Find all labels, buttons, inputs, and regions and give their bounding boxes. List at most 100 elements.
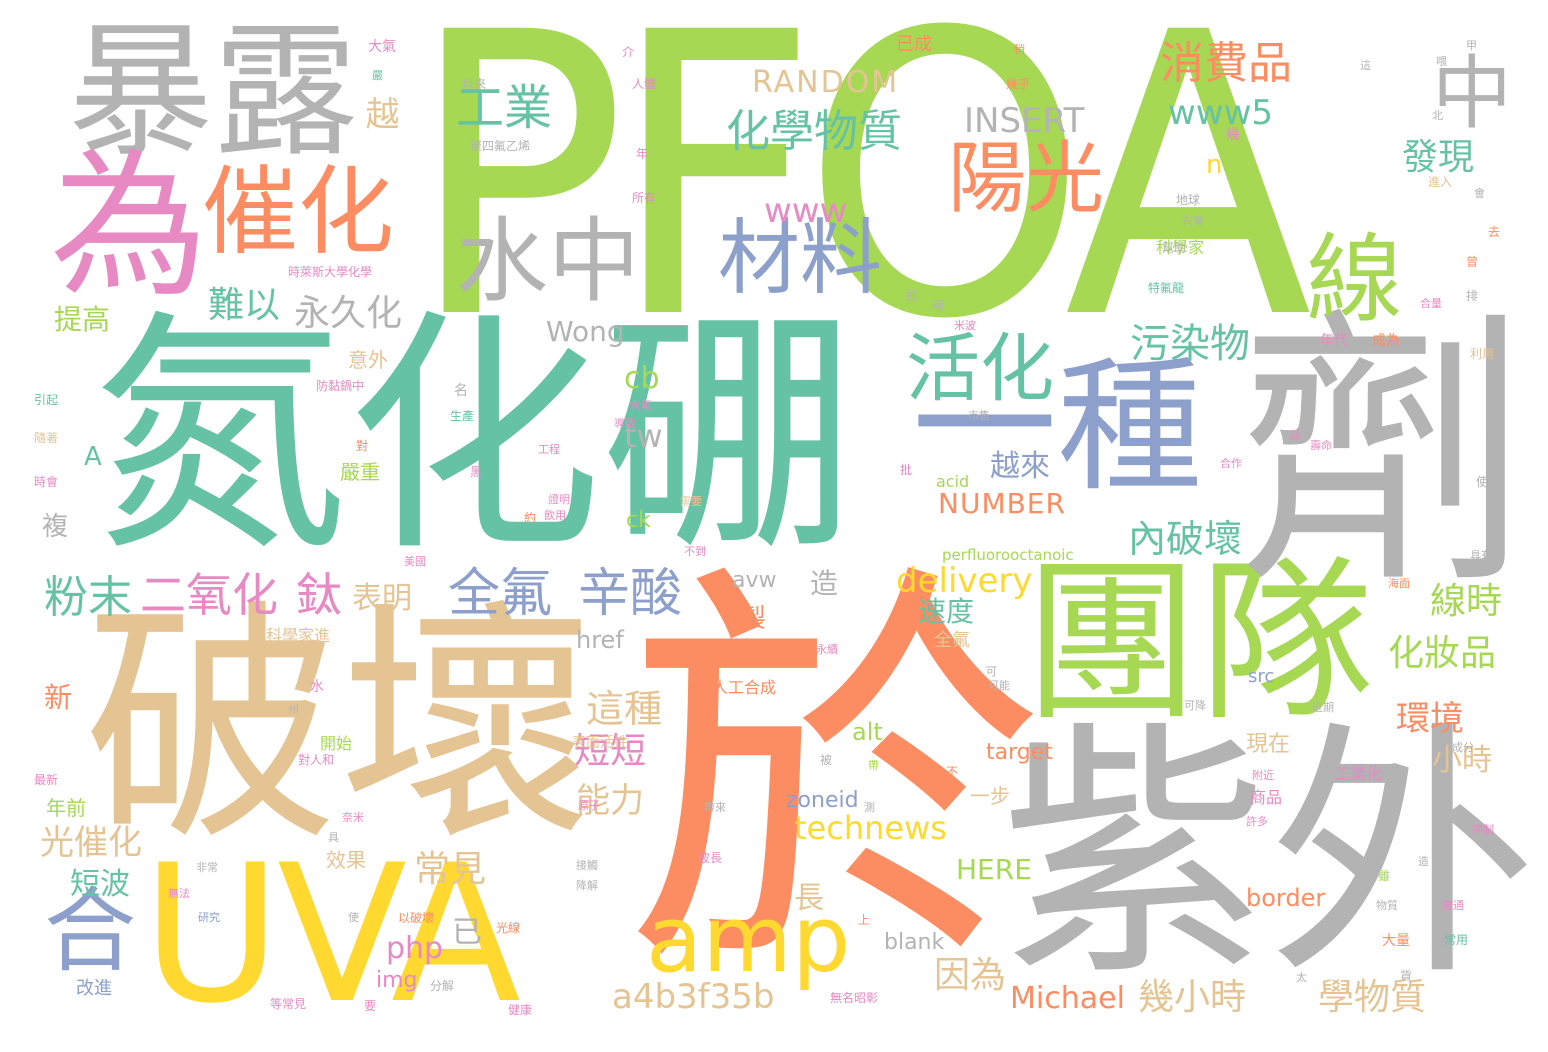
word-ren-ti: 人體 bbox=[632, 77, 657, 91]
word-technews: technews bbox=[794, 809, 947, 847]
word-insert: INSERT bbox=[964, 101, 1085, 141]
word-dao-zhi: 導致 bbox=[614, 417, 636, 430]
word-yi-cheng: 已成 bbox=[896, 34, 932, 55]
word-zao: 造 bbox=[810, 567, 839, 600]
word-hua-xue-wu-zhi: 化學物質 bbox=[726, 106, 902, 157]
word-zi-wai: 紫外 bbox=[1000, 700, 1536, 1012]
word-ren-gong-he-cheng: 人工合成 bbox=[712, 678, 777, 697]
word-quan-fu-small: 全氟 bbox=[934, 630, 970, 651]
word-www: www bbox=[764, 191, 848, 231]
word-pfoa: PFOA bbox=[408, 0, 1312, 404]
word-nian-qian: 年前 bbox=[46, 796, 86, 820]
word-ji-agent: 劑 bbox=[1238, 286, 1528, 623]
word-ke-neng: 可能 bbox=[988, 679, 1010, 692]
word-deng-chang-jian: 等常見 bbox=[270, 997, 307, 1011]
word-gong-cheng: 工程 bbox=[538, 443, 560, 456]
word-fei-chang: 非常 bbox=[196, 861, 218, 874]
word-www5: www5 bbox=[1168, 93, 1274, 133]
word-ke-xue-jia: 科學家 bbox=[1156, 238, 1205, 257]
word-fu: 複 bbox=[42, 512, 69, 542]
word-jie-chu: 接觸 bbox=[576, 859, 598, 872]
word-bang-zhu: 幫助 bbox=[1162, 241, 1187, 255]
word-zoneid: zoneid bbox=[786, 788, 859, 813]
word-cui-hua: 催化 bbox=[202, 156, 394, 268]
word-acid: acid bbox=[936, 472, 970, 491]
word-ke-xue-jia-jin: 科學家進 bbox=[266, 626, 331, 645]
word-yong-xu: 永續 bbox=[816, 643, 838, 656]
word-zhong: 中 bbox=[1432, 47, 1512, 140]
word-ju: 具 bbox=[328, 831, 339, 844]
word-uva: UVA bbox=[142, 824, 521, 1045]
word-yue: 越 bbox=[359, 96, 399, 130]
word-he-zuo: 合作 bbox=[1220, 457, 1242, 470]
word-yan-zhong: 嚴重 bbox=[340, 460, 380, 484]
word-xian-shi: 線時 bbox=[1430, 581, 1503, 622]
word-huo: 貨 bbox=[1400, 969, 1413, 983]
word-php: php bbox=[386, 931, 444, 966]
word-chang: 長 bbox=[794, 881, 824, 916]
word-shou-ming: 壽命 bbox=[1310, 439, 1332, 452]
word-yan-jiu: 研究 bbox=[198, 911, 220, 924]
word-a4b3f35b: a4b3f35b bbox=[612, 977, 775, 1017]
word-wu-zhi: 物質 bbox=[1376, 899, 1398, 912]
word-here: HERE bbox=[956, 853, 1032, 886]
word-fu-jin: 附近 bbox=[1252, 769, 1274, 782]
word-ji-hu: 幾乎 bbox=[1006, 77, 1031, 91]
word-yi: 已 bbox=[452, 915, 482, 950]
word-cai-liao: 材料 bbox=[718, 211, 883, 306]
word-huan-jing: 環境 bbox=[1396, 699, 1464, 739]
word-shang: 上 bbox=[858, 913, 871, 927]
word-yin-yong: 飲用 bbox=[544, 509, 566, 522]
word-michael: Michael bbox=[1010, 981, 1125, 1016]
word-dai: 帶 bbox=[868, 759, 879, 772]
word-sui: 雖 bbox=[1378, 869, 1391, 883]
word-nan-yi: 難以 bbox=[208, 285, 281, 326]
word-da-liang: 大量 bbox=[1382, 933, 1410, 949]
word-fen-mo: 粉末 bbox=[44, 572, 132, 623]
word-img: img bbox=[376, 968, 418, 993]
word-duan-duan: 短短 bbox=[574, 731, 647, 772]
word-ti-gao: 提高 bbox=[54, 303, 111, 336]
word-shi-shi: 使 bbox=[348, 911, 359, 924]
word-nei-po-huai: 內破壞 bbox=[1128, 517, 1243, 561]
word-yi-po-huai: 以破壞 bbox=[398, 911, 435, 925]
word-jian-kang: 健康 bbox=[508, 1003, 533, 1017]
word-yan: 嚴 bbox=[372, 69, 383, 82]
word-hou: 使 bbox=[1476, 475, 1489, 489]
word-yang-guang: 陽光 bbox=[948, 134, 1105, 224]
word-shui: 水 bbox=[310, 679, 324, 695]
word-tai-small: 太 bbox=[1296, 971, 1307, 984]
word-nian-dai: 年代 bbox=[1320, 333, 1348, 349]
word-perfluorooctanoic: perfluorooctanoic bbox=[942, 546, 1074, 564]
word-bei-small: 北 bbox=[1432, 109, 1443, 122]
word-xiao-guo: 效果 bbox=[326, 848, 366, 872]
word-zhe-zhong: 這種 bbox=[586, 687, 663, 731]
word-dui-ren-he: 對人和 bbox=[298, 753, 335, 767]
word-hua-zhuang-pin: 化妝品 bbox=[1388, 633, 1497, 674]
word-jin-qi: 近期 bbox=[1312, 701, 1334, 714]
word-yong-jiu-hua: 永久化 bbox=[294, 293, 403, 334]
word-ce: 測 bbox=[864, 801, 875, 814]
word-pi: 批 bbox=[900, 463, 913, 477]
word-ji-small: 幾 bbox=[1226, 127, 1240, 143]
word-su-du: 速度 bbox=[918, 595, 975, 628]
word-chang-jian: 常見 bbox=[414, 849, 487, 890]
word-random: RANDOM bbox=[752, 65, 900, 100]
word-gai-jin: 改進 bbox=[76, 978, 112, 999]
word-sheng-chan: 生產 bbox=[450, 409, 475, 423]
word-pin: 品 bbox=[1290, 429, 1301, 442]
word-zhi: 製 bbox=[740, 604, 767, 634]
word-bo-chang: 波長 bbox=[698, 851, 723, 865]
word-shao: 稍 bbox=[1014, 43, 1025, 56]
word-xu-duo: 許多 bbox=[1246, 815, 1268, 828]
word-ming: 名 bbox=[454, 383, 468, 399]
word-xian: 線 bbox=[1290, 228, 1402, 324]
word-huo-hua: 活化 bbox=[906, 326, 1054, 412]
word-fen-jie: 分解 bbox=[430, 979, 455, 993]
word-yao: 要 bbox=[364, 999, 377, 1013]
word-ju-si-fu-yi-xi: 聚四氟乙烯 bbox=[470, 139, 531, 153]
word-shi-shou: 市售 bbox=[968, 409, 990, 422]
word-er-yang-hua: 二氧化 bbox=[140, 568, 278, 622]
word-pai: 排 bbox=[1466, 289, 1479, 303]
